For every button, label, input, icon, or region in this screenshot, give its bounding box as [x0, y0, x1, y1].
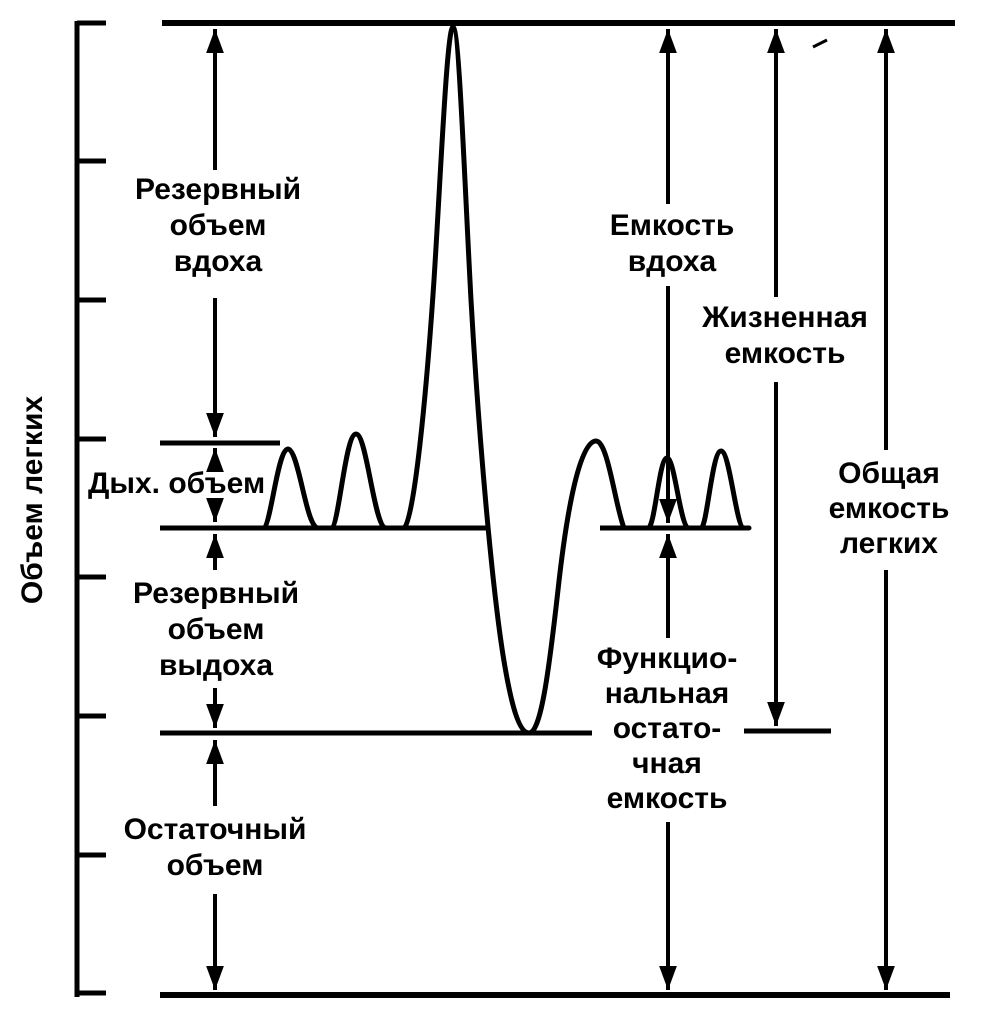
label-residual-volume: Остаточный объем: [123, 813, 307, 882]
volume-level-lines: [160, 20, 955, 998]
spirogram-trace: [260, 24, 752, 736]
label-functional-residual-capacity: Функцио- нальная остато- чная емкость: [596, 642, 738, 815]
label-expiratory-reserve-volume: Резервный объем выдоха: [132, 577, 300, 682]
stray-mark: [812, 38, 828, 49]
label-inspiratory-capacity: Емкость вдоха: [609, 209, 735, 278]
label-vital-capacity: Жизненная емкость: [702, 301, 868, 370]
y-axis-title: Объем легких: [16, 395, 49, 605]
label-tidal-volume: Дых. объем: [88, 467, 266, 500]
label-total-lung-capacity: Общая емкость легких: [828, 457, 950, 560]
y-axis: [74, 20, 106, 997]
label-inspiratory-reserve-volume: Резервный объем вдоха: [134, 173, 302, 278]
